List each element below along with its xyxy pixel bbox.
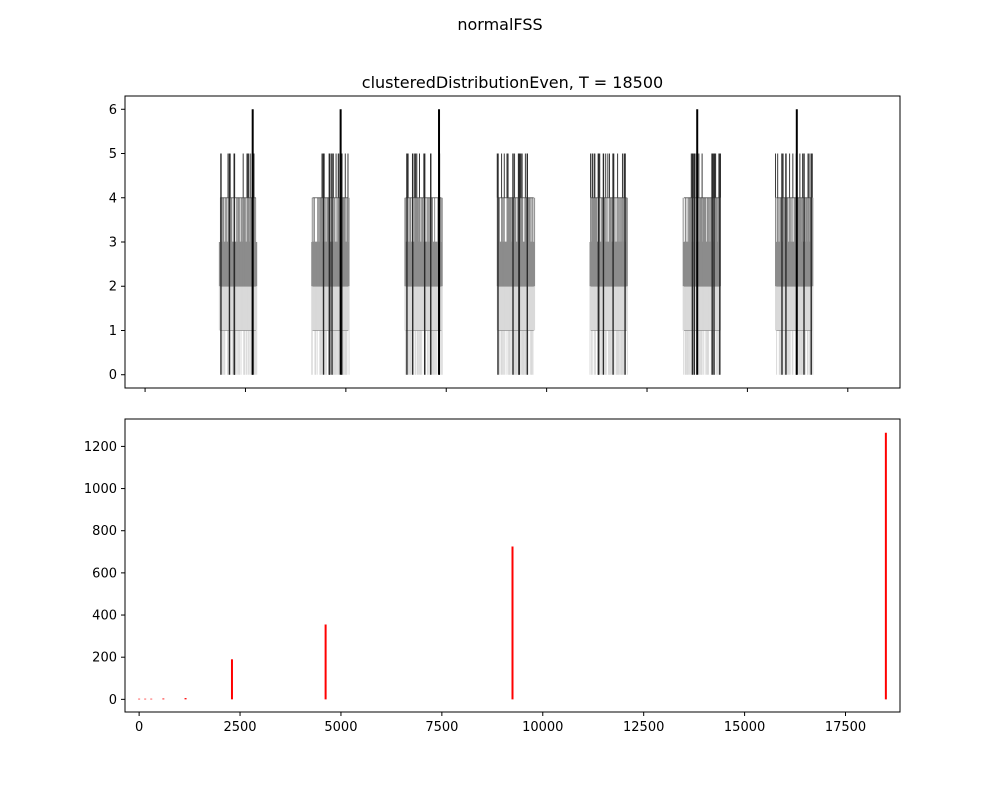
x-tick-label: 15000 — [724, 720, 765, 735]
x-tick-label: 17500 — [825, 720, 866, 735]
y-tick-label: 1000 — [84, 482, 117, 497]
x-tick-label: 10000 — [522, 720, 563, 735]
y-tick-label: 6 — [109, 103, 117, 118]
bottom-axes-marks — [138, 432, 887, 700]
top-axes-marks — [218, 109, 814, 375]
x-tick-label: 5000 — [324, 720, 357, 735]
y-tick-label: 0 — [109, 693, 117, 708]
bottom-axes-frame — [124, 418, 901, 713]
y-tick-label: 5 — [109, 147, 117, 162]
bottom-axes-ticks: 0 200 400 600 800 1000 1200 0 2500 5000 7500 10000 1… — [84, 440, 866, 735]
y-tick-label: 600 — [92, 566, 117, 581]
y-tick-label: 1 — [109, 324, 117, 339]
x-tick-label: 12500 — [623, 720, 664, 735]
top-axes-frame — [124, 95, 901, 389]
top-axes-ticks: 0 1 2 3 4 5 6 — [109, 103, 849, 392]
x-tick-label: 2500 — [223, 720, 256, 735]
x-tick-label: 0 — [135, 720, 143, 735]
y-tick-label: 4 — [109, 191, 117, 206]
y-tick-label: 2 — [109, 280, 117, 295]
y-tick-label: 400 — [92, 609, 117, 624]
bottom-axes: 0 200 400 600 800 1000 1200 0 2500 5000 7500 10000 1… — [84, 418, 901, 735]
y-tick-label: 200 — [92, 651, 117, 666]
y-tick-label: 0 — [109, 368, 117, 383]
top-axes-title: clusteredDistributionEven, T = 18500 — [362, 73, 663, 92]
figure-suptitle: normalFSS — [457, 15, 542, 34]
y-tick-label: 1200 — [84, 440, 117, 455]
y-tick-label: 3 — [109, 236, 117, 251]
top-axes: clusteredDistributionEven, T = 18500 0 1 2… — [109, 73, 901, 392]
x-tick-label: 7500 — [425, 720, 458, 735]
y-tick-label: 800 — [92, 524, 117, 539]
